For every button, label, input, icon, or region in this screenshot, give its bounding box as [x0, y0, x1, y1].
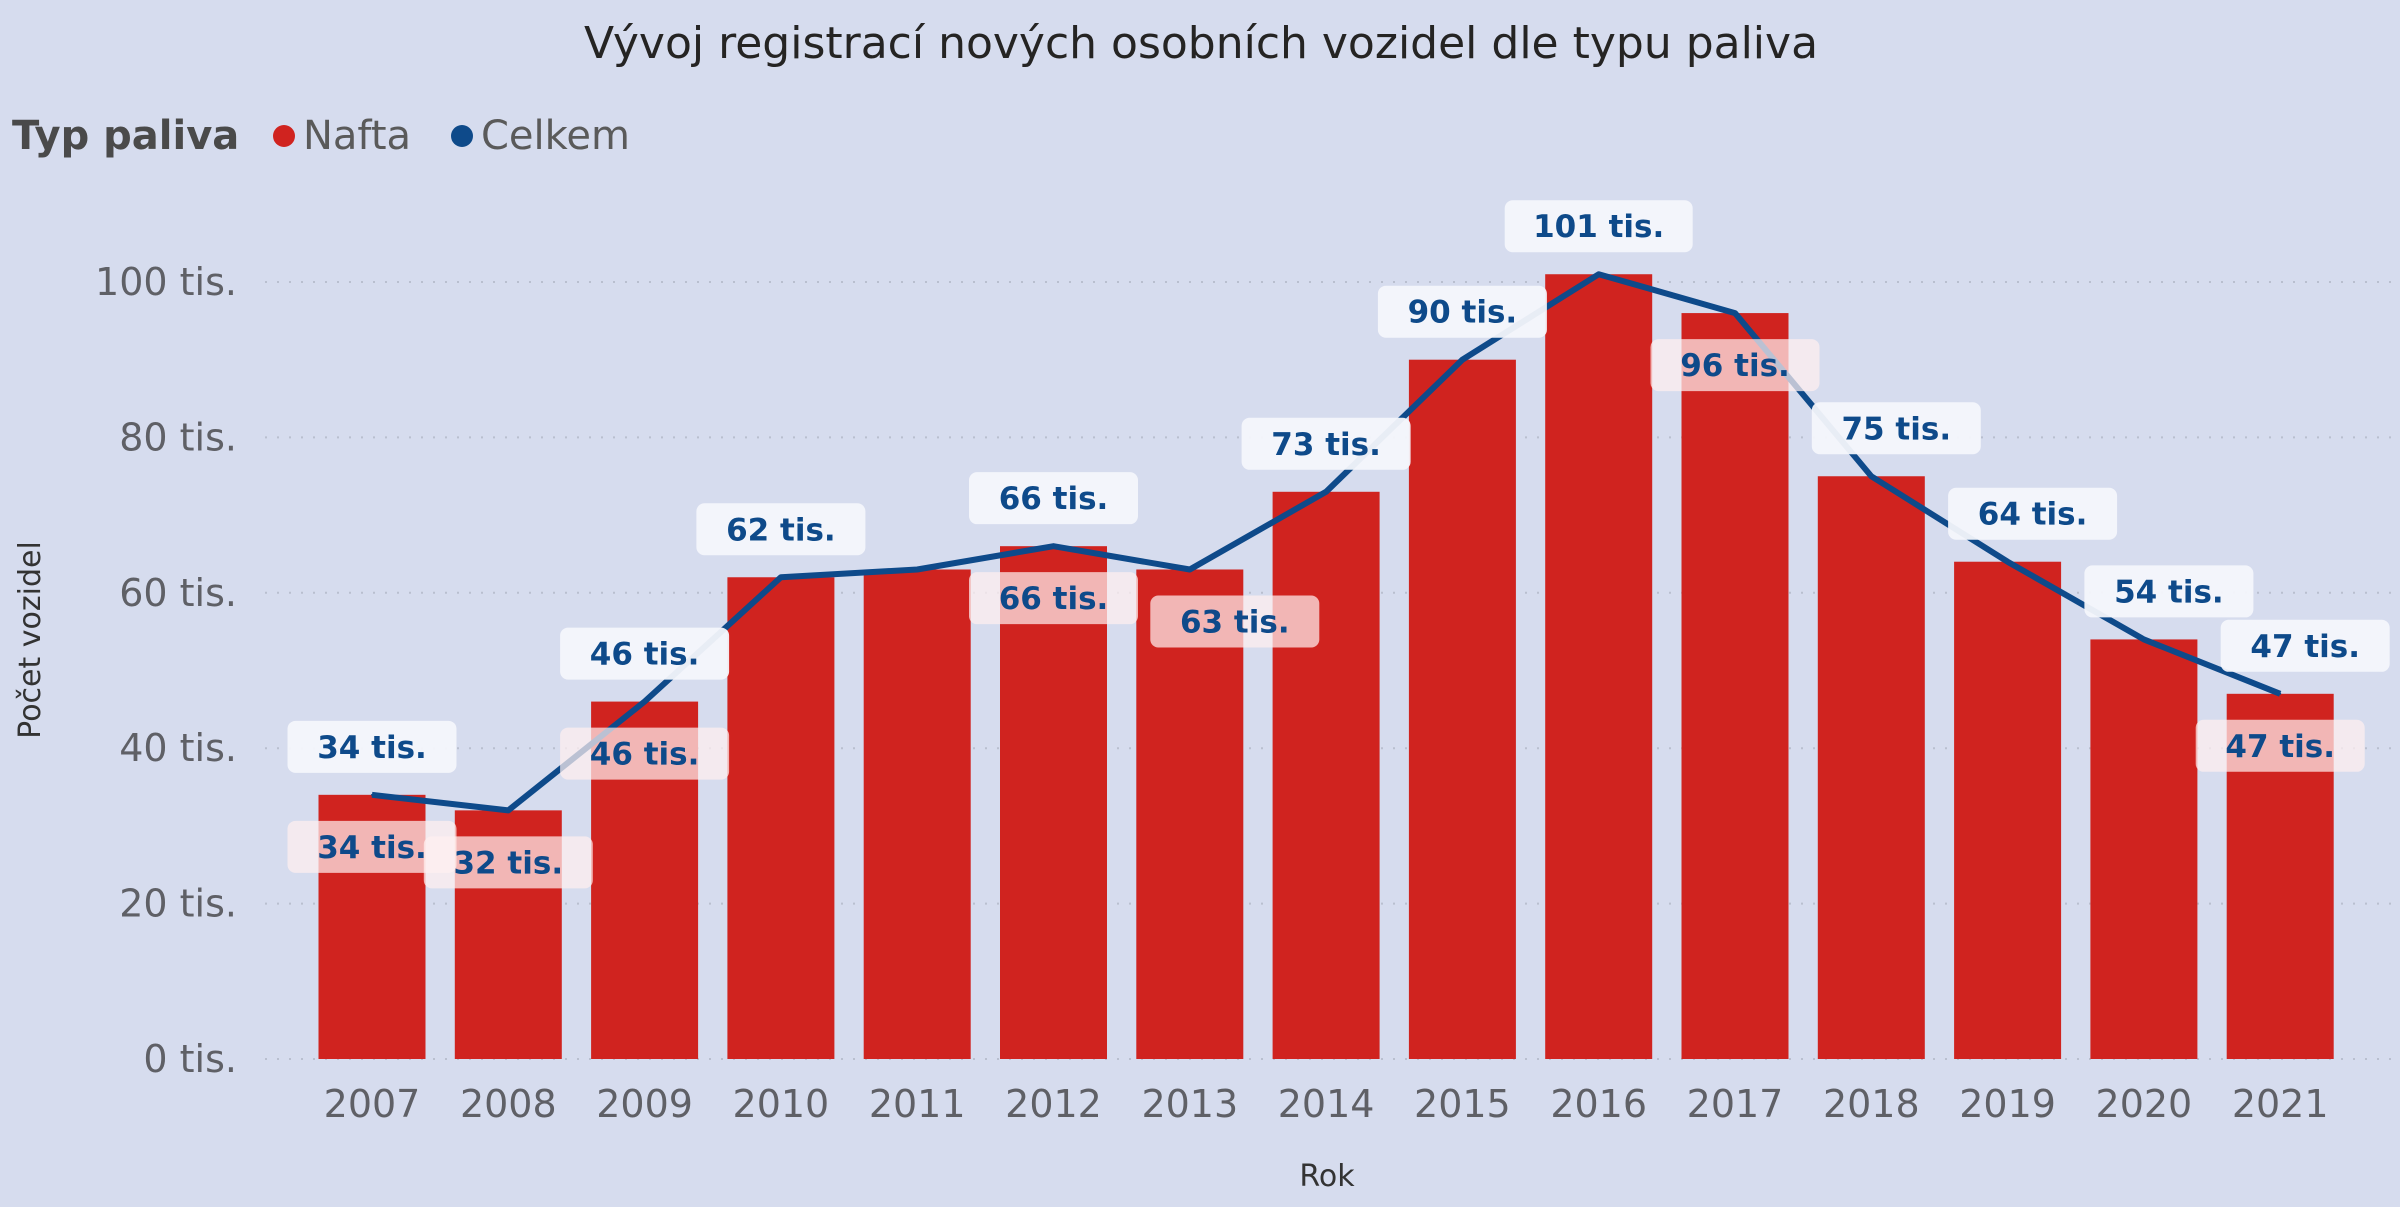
- bar-2018: [1817, 476, 1925, 1059]
- legend-marker-nafta: [273, 125, 295, 147]
- bar-data-label-2009: 46 tis.: [590, 737, 700, 773]
- bar-2011: [863, 569, 971, 1059]
- line-point-2016: [1597, 273, 1600, 276]
- legend-marker-celkem: [451, 125, 473, 147]
- y-tick-label: 0 tis.: [143, 1037, 237, 1081]
- line-point-2013: [1188, 568, 1191, 571]
- bar-2016: [1545, 274, 1653, 1060]
- x-tick-label: 2013: [1141, 1082, 1238, 1126]
- line-point-2017: [1734, 312, 1736, 315]
- line-data-label-2020-bg: [2084, 565, 2254, 618]
- bar-2010: [727, 577, 835, 1059]
- bar-2013: [1136, 569, 1244, 1059]
- x-axis: 2007 2008 2009 2010 2011 2012 2013 2014 2015 2016…: [324, 1082, 2329, 1126]
- y-axis-title: Počet vozidel: [13, 541, 48, 739]
- legend-title: Typ paliva: [12, 113, 239, 159]
- bar-2020: [2090, 639, 2198, 1059]
- legend-item-celkem[interactable]: Celkem: [481, 113, 630, 159]
- y-tick-label: 60 tis.: [119, 571, 237, 615]
- bar-2012: [1000, 546, 1107, 1059]
- x-tick-label: 2012: [1005, 1082, 1102, 1126]
- x-tick-label: 2016: [1550, 1082, 1647, 1126]
- line-data-label-2015: 90 tis.: [1408, 295, 1518, 331]
- line-data-label-2019: 64 tis.: [1978, 497, 2088, 533]
- line-point-2019: [2006, 560, 2009, 563]
- x-tick-label: 2014: [1278, 1082, 1375, 1126]
- line-point-2009: [643, 700, 646, 703]
- line-data-label-2021-bg: [2220, 619, 2390, 672]
- line-point-2015: [1461, 358, 1464, 361]
- y-tick-label: 80 tis.: [119, 415, 237, 459]
- y-tick-label: 40 tis.: [119, 726, 237, 770]
- legend-item-nafta[interactable]: Nafta: [303, 113, 411, 159]
- line-data-label-2016-bg: [1504, 200, 1693, 253]
- line-data-label-2012-bg: [969, 472, 1138, 525]
- x-tick-label: 2008: [460, 1082, 557, 1126]
- bar-data-label-2008-bg: [423, 836, 593, 889]
- data-labels: 34 tis. 46 tis. 62 tis. 66 tis. 73 tis. 90 ti…: [287, 200, 2390, 889]
- line-data-label-2007: 34 tis.: [317, 730, 427, 766]
- line-data-label-2009-bg: [560, 627, 730, 680]
- x-tick-label: 2015: [1414, 1082, 1511, 1126]
- line-point-2018: [1870, 475, 1873, 478]
- line-data-label-2018: 75 tis.: [1841, 411, 1951, 447]
- bar-data-label-2017: 96 tis.: [1680, 348, 1790, 384]
- y-tick-label: 20 tis.: [119, 882, 237, 926]
- line-data-label-2007-bg: [287, 720, 457, 773]
- y-tick-label: 100 tis.: [95, 260, 237, 304]
- x-tick-label: 2009: [596, 1082, 693, 1126]
- line-data-label-2016: 101 tis.: [1533, 209, 1664, 245]
- x-tick-label: 2011: [869, 1082, 966, 1126]
- bar-data-label-2008: 32 tis.: [453, 845, 563, 881]
- bar-2017: [1681, 313, 1789, 1060]
- bar-data-label-2012: 66 tis.: [999, 581, 1109, 617]
- line-data-label-2018-bg: [1811, 402, 1981, 455]
- line-point-2011: [916, 568, 919, 571]
- line-data-label-2015-bg: [1377, 285, 1547, 338]
- line-point-2008: [507, 809, 510, 812]
- line-data-label-2010-bg: [696, 503, 866, 556]
- bar-data-label-2021: 47 tis.: [2225, 729, 2335, 765]
- line-point-2021: [2279, 692, 2282, 695]
- bar-2019: [1954, 561, 2062, 1059]
- bar-data-label-2021-bg: [2195, 719, 2365, 772]
- line-point-2010: [779, 576, 782, 579]
- bar-data-label-2009-bg: [560, 727, 730, 780]
- x-tick-label: 2020: [2096, 1082, 2193, 1126]
- line-data-label-2021: 47 tis.: [2250, 629, 2360, 665]
- line-point-2012: [1052, 545, 1055, 548]
- x-tick-label: 2021: [2232, 1082, 2329, 1126]
- line-data-label-2014-bg: [1241, 417, 1411, 470]
- x-tick-label: 2017: [1687, 1082, 1784, 1126]
- line-data-label-2020: 54 tis.: [2114, 574, 2224, 610]
- bar-2014: [1272, 491, 1380, 1059]
- y-axis: 0 tis. 20 tis. 40 tis. 60 tis. 80 tis. 100 ti…: [95, 260, 237, 1081]
- x-tick-label: 2010: [733, 1082, 830, 1126]
- line-data-label-2012: 66 tis.: [999, 481, 1109, 517]
- line-data-label-2010: 62 tis.: [726, 512, 836, 548]
- x-tick-label: 2019: [1959, 1082, 2056, 1126]
- x-tick-label: 2018: [1823, 1082, 1920, 1126]
- bar-data-label-2012-bg: [969, 572, 1138, 625]
- bar-2015: [1408, 359, 1516, 1059]
- bar-data-label-2013: 63 tis.: [1180, 604, 1290, 640]
- bar-data-label-2017-bg: [1650, 339, 1820, 392]
- bar-data-label-2007: 34 tis.: [317, 830, 427, 866]
- bar-data-label-2007-bg: [287, 820, 457, 873]
- line-data-label-2019-bg: [1948, 487, 2118, 540]
- line-point-2007: [371, 793, 373, 796]
- x-tick-label: 2007: [324, 1082, 421, 1126]
- legend: Typ paliva Nafta Celkem: [12, 113, 630, 159]
- line-data-label-2009: 46 tis.: [590, 637, 700, 673]
- x-axis-title: Rok: [1299, 1159, 1355, 1194]
- bar-data-label-2013-bg: [1150, 595, 1320, 648]
- line-point-2020: [2142, 638, 2145, 641]
- chart-title: Vývoj registrací nových osobních vozidel…: [584, 18, 1818, 69]
- line-data-label-2014: 73 tis.: [1271, 427, 1381, 463]
- line-point-2014: [1325, 490, 1328, 493]
